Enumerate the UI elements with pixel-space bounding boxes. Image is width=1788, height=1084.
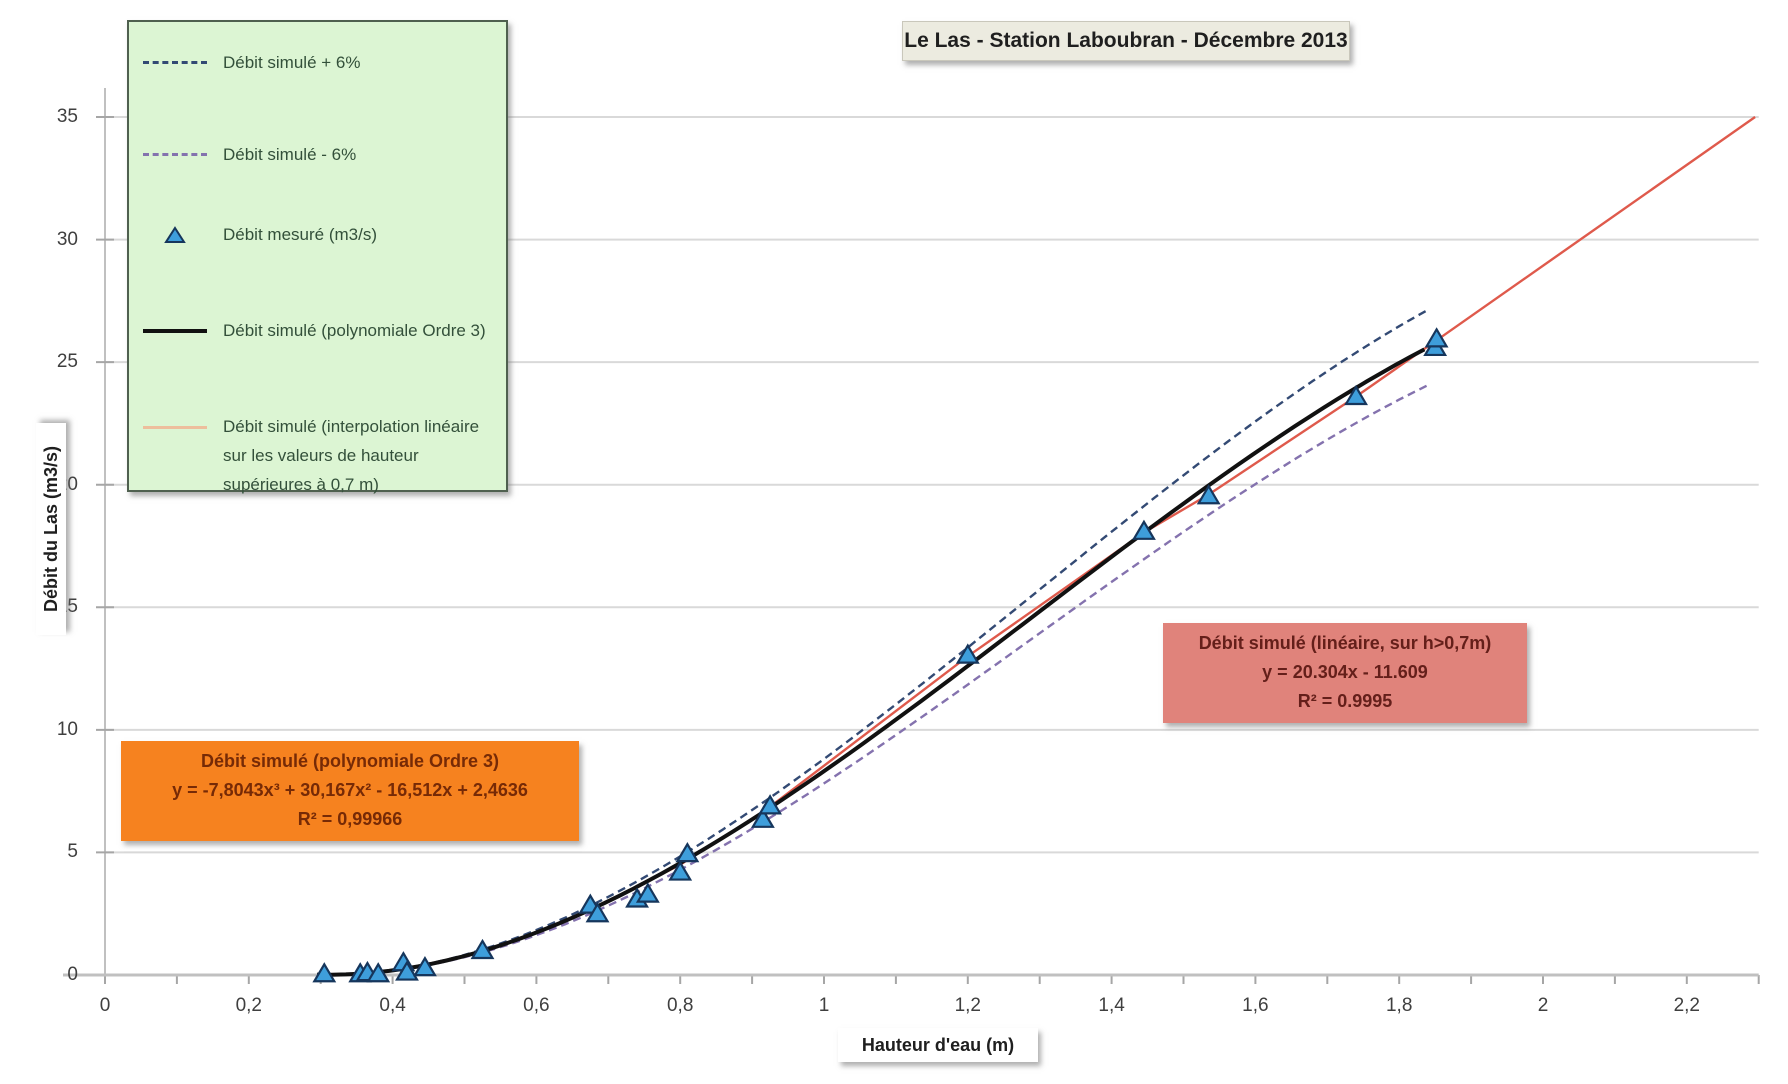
measured-point-marker [312,962,337,983]
annotation-linear-equation: Débit simulé (linéaire, sur h>0,7m) y = … [1163,623,1527,723]
annotation-polynomial-equation: Débit simulé (polynomiale Ordre 3) y = -… [121,741,579,841]
measured-point-marker [758,794,782,815]
legend-label: Débit simulé (polynomiale Ordre 3) [223,321,486,340]
annotation-equation: y = 20.304x - 11.609 [1262,662,1428,682]
solid-line-swatch-icon [143,328,207,333]
x-tick-label: 1,8 [1385,995,1413,1016]
measured-point-marker [675,841,700,863]
solid-line-swatch-icon [143,426,207,429]
x-tick-label: 2,2 [1673,995,1700,1016]
annotation-title: Débit simulé (polynomiale Ordre 3) [200,751,500,771]
y-tick-label: 35 [56,106,78,127]
y-tick-label: 25 [56,351,78,373]
measured-point-marker [1132,519,1156,540]
annotation-equation: y = -7,8043x³ + 30,167x² - 16,512x + 2,4… [172,780,528,800]
chart-title: Le Las - Station Laboubran - Décembre 20… [902,21,1350,61]
x-tick-label: 1 [818,995,830,1016]
y-axis-title: Débit du Las (m3/s) [36,423,66,635]
triangle-marker-icon [143,225,207,244]
x-tick-label: 0,8 [666,995,694,1016]
legend-item-minus6: Débit simulé - 6% [143,140,356,169]
measured-point-marker [1344,384,1368,406]
measured-point-marker [366,962,391,983]
annotation-r2: R² = 0.9995 [1297,691,1393,711]
legend-label: Débit simulé (interpolation linéaire sur… [223,417,480,494]
measured-point-marker [955,643,980,664]
legend-item-linear-interp: Débit simulé (interpolation linéaire sur… [143,412,479,499]
x-tick-label: 0,6 [523,995,550,1016]
measured-point-marker [470,938,495,960]
measured-point-marker [668,860,693,881]
y-tick-label: 0 [67,964,78,985]
x-tick-label: 1,6 [1242,995,1269,1016]
legend-label: Débit simulé - 6% [223,145,357,164]
annotation-title: Débit simulé (linéaire, sur h>0,7m) [1198,633,1492,653]
measured-point-marker [635,882,660,903]
x-tick-label: 2 [1537,995,1549,1016]
x-axis-title: Hauteur d'eau (m) [838,1028,1038,1062]
legend-item-measured: Débit mesuré (m3/s) [143,220,377,249]
legend-label: Débit simulé + 6% [223,53,361,72]
x-tick-label: 0 [99,995,111,1016]
dashed-line-swatch-icon [143,61,207,64]
annotation-r2: R² = 0,99966 [297,809,403,829]
measured-point-marker [413,955,437,977]
y-tick-label: 5 [67,841,78,863]
x-tick-label: 0,4 [379,995,406,1016]
chart-legend: Débit simulé + 6% Débit simulé - 6% Débi… [127,20,508,494]
measured-point-marker [1196,484,1221,505]
measured-point-marker [750,807,775,828]
measured-point-marker [395,960,419,981]
series-line [622,116,1756,896]
x-tick-label: 0,2 [235,995,262,1016]
y-tick-label: 30 [56,228,78,250]
legend-item-plus6: Débit simulé + 6% [143,48,360,77]
legend-label: Débit mesuré (m3/s) [223,225,377,244]
x-tick-label: 1,2 [954,995,981,1016]
y-tick-label: 10 [56,718,78,740]
dashed-line-swatch-icon [143,153,207,156]
legend-item-polynomial: Débit simulé (polynomiale Ordre 3) [143,316,486,345]
measured-point-marker [1424,327,1449,348]
series-line [317,347,1426,977]
measured-point-marker [585,902,610,923]
x-tick-label: 1,4 [1098,995,1125,1016]
